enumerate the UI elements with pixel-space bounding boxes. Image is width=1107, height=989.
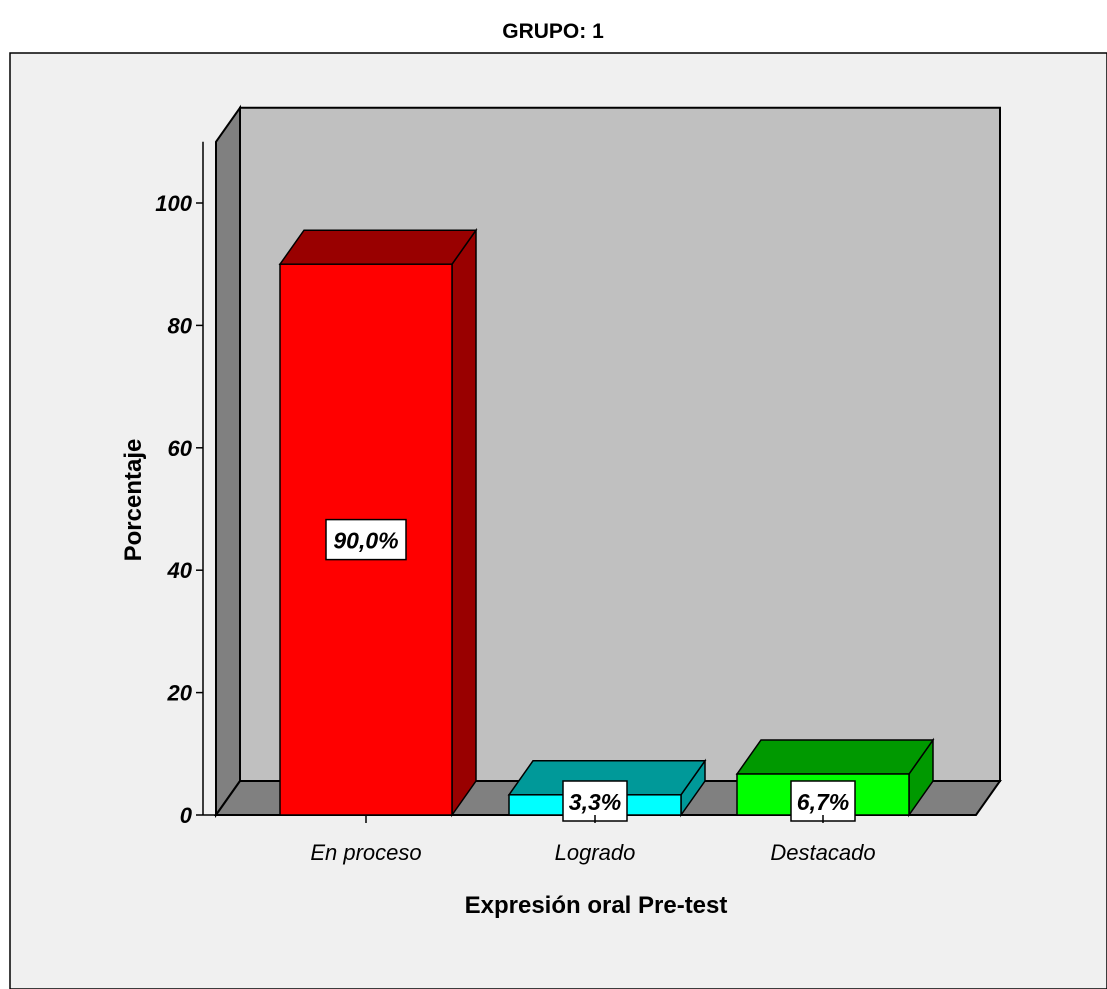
bar-top [735, 739, 935, 775]
y-tick-label: 0 [180, 803, 193, 828]
y-axis-title: Porcentaje [120, 439, 147, 562]
x-tick-label: En proceso [310, 840, 421, 865]
y-tick-label: 80 [168, 313, 193, 338]
data-label-box [790, 780, 856, 822]
plot-area: 0 20 40 60 80 100 90,0% En proceso 3,3% Logrado 6,… [155, 104, 1002, 865]
data-label: 6,7% [797, 789, 849, 815]
y-tick-label: 100 [155, 191, 192, 216]
bar-top [278, 229, 478, 265]
data-label-box [562, 780, 628, 822]
x-tick-label: Destacado [770, 840, 875, 865]
chart-title: GRUPO: 1 [502, 20, 604, 43]
y-tick-label: 60 [168, 436, 193, 461]
data-label-box [325, 518, 407, 561]
bar-side [451, 227, 477, 818]
x-tick-label: Logrado [555, 840, 636, 865]
data-label: 90,0% [333, 528, 398, 554]
side-wall [215, 104, 241, 819]
x-axis-title: Expresión oral Pre-test [465, 892, 728, 919]
y-tick-label: 40 [167, 558, 193, 583]
data-label: 3,3% [569, 789, 621, 815]
y-tick-label: 20 [167, 681, 193, 706]
